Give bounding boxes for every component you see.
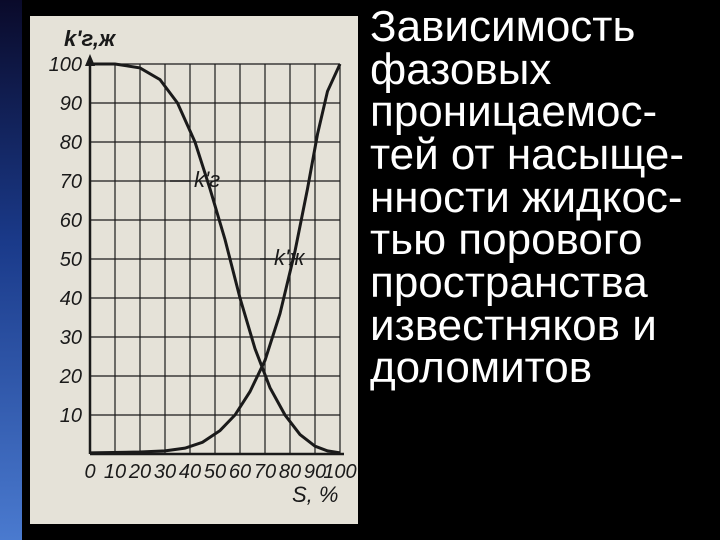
svg-text:k'г,ж: k'г,ж	[64, 26, 117, 51]
svg-text:70: 70	[254, 461, 276, 483]
slide-root: 0102030405060708090100102030405060708090…	[0, 0, 720, 540]
svg-text:k'ж: k'ж	[274, 245, 305, 270]
slide-title: Зависимость фазовых проницаемос-тей от н…	[370, 6, 714, 390]
svg-text:60: 60	[60, 210, 82, 232]
svg-text:S, %: S, %	[292, 482, 338, 507]
svg-text:60: 60	[229, 461, 251, 483]
svg-text:50: 50	[204, 461, 226, 483]
svg-text:10: 10	[60, 405, 82, 427]
svg-text:20: 20	[128, 461, 151, 483]
svg-text:100: 100	[49, 54, 82, 76]
svg-text:80: 80	[60, 132, 82, 154]
svg-text:40: 40	[179, 461, 201, 483]
svg-text:20: 20	[59, 366, 82, 388]
svg-text:10: 10	[104, 461, 126, 483]
svg-text:30: 30	[60, 327, 82, 349]
svg-text:k'г: k'г	[194, 167, 220, 192]
svg-text:100: 100	[323, 461, 356, 483]
svg-text:80: 80	[279, 461, 301, 483]
svg-text:30: 30	[154, 461, 176, 483]
permeability-chart: 0102030405060708090100102030405060708090…	[30, 16, 358, 524]
svg-text:0: 0	[84, 461, 95, 483]
svg-text:70: 70	[60, 171, 82, 193]
chart-svg: 0102030405060708090100102030405060708090…	[30, 16, 358, 524]
svg-text:40: 40	[60, 288, 82, 310]
left-accent-bar	[0, 0, 22, 540]
svg-text:90: 90	[60, 93, 82, 115]
svg-text:50: 50	[60, 249, 82, 271]
